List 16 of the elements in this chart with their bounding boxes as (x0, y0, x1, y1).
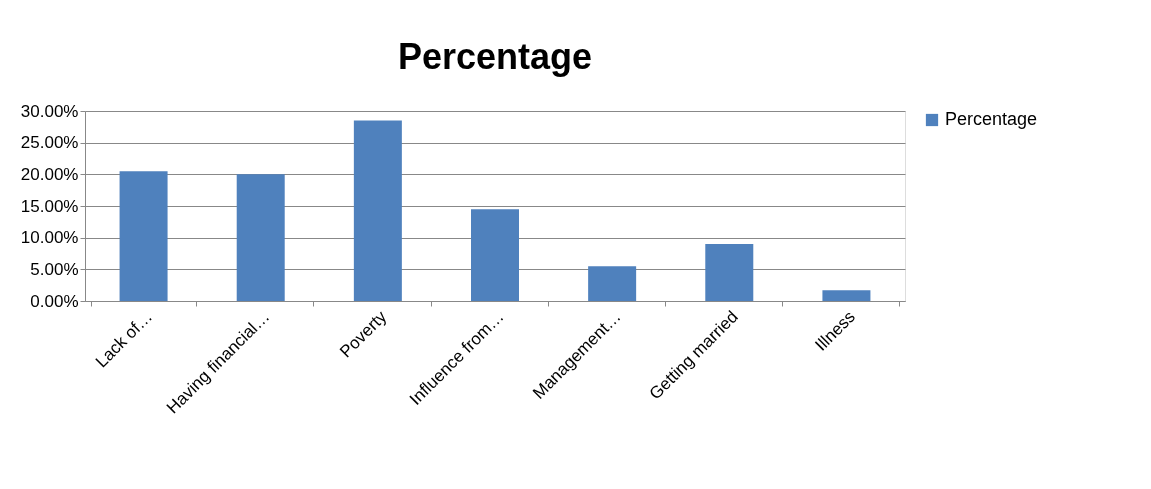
bar (119, 171, 168, 301)
y-tick-label: 15.00% (20, 196, 79, 216)
bar (236, 174, 285, 301)
bar (705, 244, 754, 301)
bar (588, 266, 637, 301)
bar (353, 120, 402, 301)
bar (471, 209, 519, 301)
y-tick-label: 5.00% (30, 259, 79, 279)
y-tick-label: 30.00% (20, 101, 79, 121)
y-tick-label: 20.00% (20, 164, 79, 184)
y-tick-label: 10.00% (20, 228, 79, 248)
bar (822, 290, 871, 301)
legend-label: Percentage (945, 109, 1038, 129)
y-tick-label: 25.00% (20, 133, 79, 153)
y-tick-label: 0.00% (30, 291, 79, 311)
chart-title: Percentage (397, 36, 593, 77)
